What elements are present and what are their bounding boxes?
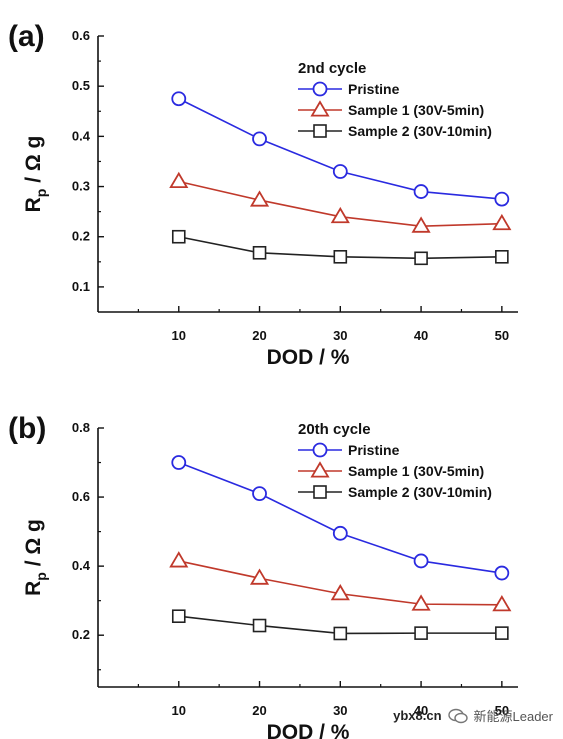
y-tick-label: 0.4 xyxy=(72,128,91,143)
x-tick-label: 30 xyxy=(333,703,347,718)
data-point xyxy=(169,551,189,568)
data-point xyxy=(494,565,510,581)
legend: 2nd cycle Pristine Sample 1 (30V-5min) Samp… xyxy=(298,60,492,139)
y-label-main: R xyxy=(22,581,45,596)
legend-marker xyxy=(310,100,330,117)
legend: 20th cycle Pristine Sample 1 (30V-5min) Sam… xyxy=(298,421,492,500)
y-tick-label: 0.4 xyxy=(72,558,91,573)
data-point xyxy=(494,191,510,207)
watermark-url: ybx8.cn xyxy=(393,708,442,723)
data-point xyxy=(252,131,267,147)
data-point xyxy=(495,250,509,264)
data-point xyxy=(333,626,348,641)
y-axis-label: Rp / Ω g xyxy=(22,519,49,596)
x-axis-label: DOD / % xyxy=(267,346,350,369)
legend-marker xyxy=(312,81,328,97)
series-triangle xyxy=(169,551,512,612)
x-tick-label: 20 xyxy=(252,703,266,718)
legend-entry: Sample 2 (30V-10min) xyxy=(348,484,492,500)
y-tick-label: 0.5 xyxy=(72,78,90,93)
data-point xyxy=(411,216,431,233)
panel-label: (b) xyxy=(8,412,46,445)
y-axis-label: Rp / Ω g xyxy=(22,136,49,213)
x-tick-label: 10 xyxy=(172,328,186,343)
data-point xyxy=(252,486,267,502)
y-label-main: R xyxy=(22,197,45,212)
data-point xyxy=(414,251,428,266)
y-tick-label: 0.8 xyxy=(72,420,90,435)
x-axis-label: DOD / % xyxy=(267,721,350,739)
legend-entry: Sample 1 (30V-5min) xyxy=(348,102,484,118)
data-point xyxy=(171,229,186,244)
data-point xyxy=(249,568,270,585)
x-tick-label: 40 xyxy=(414,703,428,718)
y-label-rest: / Ω g xyxy=(22,519,45,572)
y-tick-label: 0.1 xyxy=(72,279,90,294)
data-point xyxy=(492,213,512,231)
legend-marker xyxy=(313,124,327,138)
data-point xyxy=(413,553,429,569)
y-label-sub: p xyxy=(33,572,49,581)
legend-entry: Pristine xyxy=(348,81,400,97)
data-point xyxy=(411,594,431,611)
data-point xyxy=(169,171,189,189)
chat-bubble-icon xyxy=(447,708,468,724)
x-tick-label: 50 xyxy=(495,328,509,343)
x-tick-label: 30 xyxy=(333,328,347,343)
series-square xyxy=(171,229,509,266)
data-point xyxy=(171,609,186,624)
y-tick-label: 0.2 xyxy=(72,627,90,642)
data-point xyxy=(171,91,187,107)
y-tick-label: 0.6 xyxy=(72,28,90,43)
series-circle xyxy=(171,91,510,207)
data-point xyxy=(330,583,350,601)
data-point xyxy=(330,206,350,224)
data-point xyxy=(332,164,348,179)
series-circle xyxy=(171,455,510,581)
chart-panel-b: (b) 0.2 0.4 0.6 0.8 10 20 30 40 50 DOD / % Rp / Ω g… xyxy=(8,412,518,739)
series-square xyxy=(171,609,509,641)
legend-title: 20th cycle xyxy=(298,421,371,438)
y-tick-label: 0.6 xyxy=(72,489,90,504)
series-line xyxy=(178,461,502,574)
chart-panel-a: (a) 0.1 0.2 0.3 0.4 0.5 0.6 10 20 30 40 50 DOD / % Rp… xyxy=(8,20,518,369)
legend-entry: Sample 1 (30V-5min) xyxy=(348,463,484,479)
x-tick-label: 10 xyxy=(172,703,186,718)
legend-entry: Pristine xyxy=(348,442,400,458)
legend-entry: Sample 2 (30V-10min) xyxy=(348,123,492,139)
legend-marker xyxy=(312,442,328,458)
watermark-brand: 新能源Leader xyxy=(473,709,553,724)
y-tick-label: 0.3 xyxy=(72,179,90,194)
x-tick-label: 50 xyxy=(495,703,509,718)
legend-marker xyxy=(313,485,327,499)
y-label-rest: / Ω g xyxy=(22,136,45,189)
data-point xyxy=(413,184,429,199)
panel-label: (a) xyxy=(8,20,45,53)
data-point xyxy=(249,190,270,207)
y-label-sub: p xyxy=(33,189,49,198)
data-point xyxy=(414,626,428,640)
y-tick-label: 0.2 xyxy=(72,229,90,244)
data-point xyxy=(492,595,512,612)
legend-title: 2nd cycle xyxy=(298,60,366,77)
data-point xyxy=(495,626,509,640)
data-point xyxy=(252,245,267,260)
data-point xyxy=(171,455,187,470)
data-point xyxy=(252,618,267,633)
data-point xyxy=(333,250,348,264)
series-triangle xyxy=(169,171,512,233)
watermark: ybx8.cn 新能源Leader xyxy=(393,706,553,725)
data-point xyxy=(332,525,348,541)
x-tick-label: 20 xyxy=(252,328,266,343)
legend-marker xyxy=(310,461,330,478)
x-tick-label: 40 xyxy=(414,328,428,343)
